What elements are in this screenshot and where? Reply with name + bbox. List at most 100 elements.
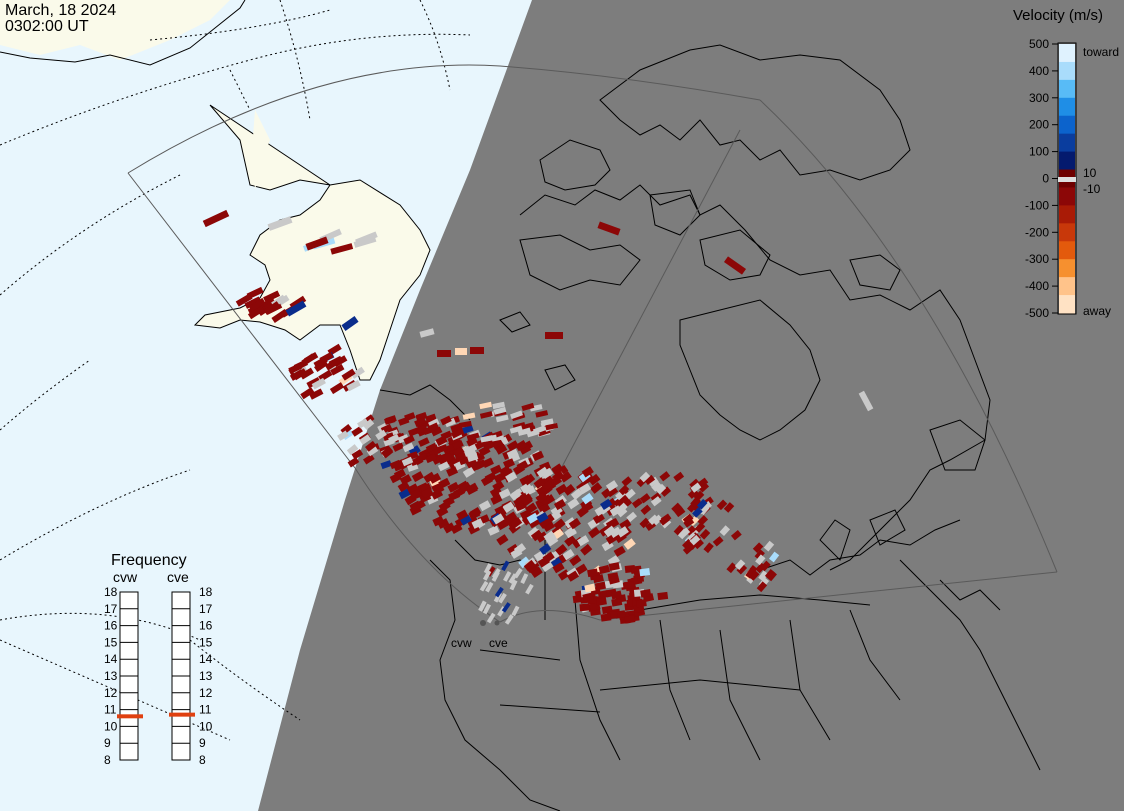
scatter-cell xyxy=(555,544,568,556)
scatter-cell xyxy=(614,610,626,619)
scatter-cell xyxy=(616,526,629,538)
scatter-cell xyxy=(498,592,507,604)
scatter-cell xyxy=(496,534,509,546)
scatter-cell xyxy=(752,542,764,553)
scatter-cell xyxy=(499,465,512,477)
scatter-cell xyxy=(329,382,345,395)
frequency-label-left: 12 xyxy=(104,686,118,700)
scatter-cell xyxy=(671,502,682,514)
night-shade xyxy=(258,0,1124,811)
scatter-cell xyxy=(626,511,638,523)
scatter-cell xyxy=(535,491,548,504)
scatter-cell xyxy=(428,472,442,484)
scatter-cell xyxy=(655,483,667,495)
scatter-cell xyxy=(578,483,592,495)
scatter-cell xyxy=(353,235,377,248)
scatter-cell xyxy=(603,525,616,538)
scatter-cell xyxy=(375,429,387,441)
frequency-label-left: 17 xyxy=(104,602,118,616)
scatter-cell xyxy=(292,368,308,381)
scatter-cell xyxy=(523,473,536,486)
scatter-cell xyxy=(699,528,711,540)
scatter-cell xyxy=(444,417,456,428)
scatter-cell xyxy=(525,502,538,515)
radar-label-cve: cve xyxy=(489,636,508,650)
scatter-cell xyxy=(479,411,493,419)
scatter-cell xyxy=(425,453,437,464)
scatter-cell xyxy=(366,445,379,457)
scatter-cell xyxy=(590,482,603,494)
frequency-marker-cvw xyxy=(117,714,143,719)
scatter-cell xyxy=(525,583,534,595)
scatter-cell xyxy=(535,410,549,418)
scatter-cell xyxy=(682,544,694,555)
scatter-cell xyxy=(538,502,551,514)
frequency-label-right: 17 xyxy=(199,602,213,616)
frequency-label-right: 15 xyxy=(199,635,213,649)
scatter-cell xyxy=(347,457,360,468)
scatter-cell xyxy=(543,530,556,543)
scatter-cell xyxy=(510,517,523,529)
radar-site-cvw xyxy=(480,620,486,626)
scatter-cell xyxy=(351,426,363,437)
scatter-cell xyxy=(330,243,354,255)
night-coastlines xyxy=(379,44,1041,811)
frequency-label-right: 11 xyxy=(199,703,212,717)
colorbar-segment xyxy=(1059,259,1075,278)
scatter-cell xyxy=(592,574,604,584)
scatter-cell xyxy=(403,434,415,445)
scatter-cell xyxy=(552,562,565,574)
colorbar-segment xyxy=(1059,277,1075,296)
scatter-cell xyxy=(734,559,746,571)
colorbar-segment xyxy=(1059,133,1075,153)
colorbar-label-toward: toward xyxy=(1083,45,1119,59)
frequency-label-left: 15 xyxy=(104,635,118,649)
colorbar-segment xyxy=(1059,151,1075,171)
velocity-colorbar: Velocity (m/s) 500 400 300 200 100 0 -100 -200 -… xyxy=(1013,7,1119,320)
scatter-cell xyxy=(697,477,709,488)
scatter-cell xyxy=(582,592,594,602)
scatter-cell xyxy=(425,413,437,423)
colorbar-segment xyxy=(1059,205,1075,224)
scatter-cell xyxy=(479,401,493,410)
scatter-cell xyxy=(712,536,724,547)
scatter-cell xyxy=(566,570,580,582)
scatter-cell xyxy=(644,474,656,485)
colorbar-label-away: away xyxy=(1083,304,1111,318)
scatter-cell xyxy=(763,540,775,552)
frequency-label-left: 9 xyxy=(104,736,111,750)
scatter-cell xyxy=(480,435,494,443)
scatter-cell xyxy=(491,438,504,450)
scatter-cell xyxy=(723,502,735,513)
frequency-label-right: 9 xyxy=(199,736,206,750)
scatter-cell xyxy=(600,498,613,511)
scatter-cell xyxy=(682,513,694,525)
scatter-cell xyxy=(418,437,430,447)
scatter-cell xyxy=(415,411,428,421)
colorbar-tick-label: 100 xyxy=(1029,145,1049,159)
scatter-cell xyxy=(423,471,436,484)
scatter-cell xyxy=(443,522,456,534)
scatter-cell xyxy=(495,414,509,423)
scatter-cell xyxy=(559,471,572,483)
scatter-cell xyxy=(482,570,492,581)
scatter-cell xyxy=(481,457,494,469)
scatter-cell xyxy=(542,513,555,526)
scatter-cell xyxy=(459,481,472,494)
scatter-cell xyxy=(411,471,424,483)
colorbar-tick-label: -100 xyxy=(1025,198,1049,212)
scatter-cell xyxy=(351,449,364,460)
frequency-radar-cvw: cvw xyxy=(113,569,138,585)
scatter-cell xyxy=(248,297,266,312)
scatter-cell xyxy=(551,463,564,475)
scatter-cell xyxy=(263,301,281,316)
colorbar-tick-label: -400 xyxy=(1025,279,1049,293)
scatter-cell xyxy=(437,350,451,357)
scatter-cell xyxy=(536,512,549,524)
scatter-cell xyxy=(471,518,484,529)
scatter-cell xyxy=(346,444,359,456)
scatter-cell xyxy=(657,591,669,601)
radar-fov-outlines xyxy=(127,64,1058,623)
scatter-cell xyxy=(436,444,448,454)
frequency-title: Frequency xyxy=(111,552,187,569)
